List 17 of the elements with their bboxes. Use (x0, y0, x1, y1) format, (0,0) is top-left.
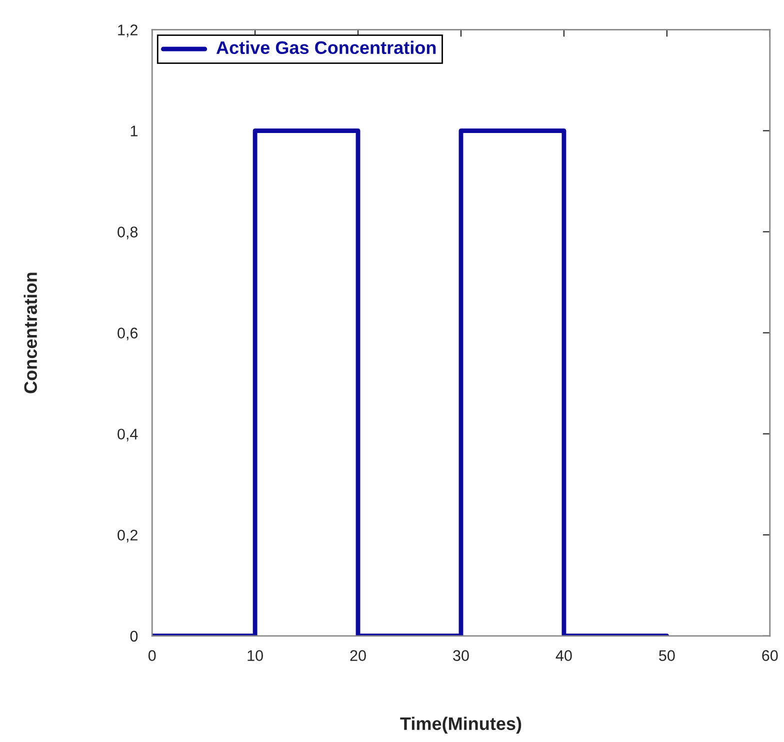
y-tick-label: 0 (130, 630, 138, 642)
y-tick-label: 1 (130, 126, 138, 136)
x-tick-label: 30 (453, 650, 469, 662)
x-tick-label: 10 (248, 650, 263, 662)
x-tick-label: 0 (148, 650, 156, 662)
y-tick-label: 0,6 (118, 328, 138, 340)
y-tick-label: 1,2 (118, 24, 138, 38)
y-axis-title: Concentration (24, 272, 38, 394)
y-tick-label: 0,2 (118, 530, 138, 542)
x-tick-label: 40 (556, 650, 572, 662)
x-tick-label: 50 (659, 650, 675, 662)
y-tick-label: 0,4 (118, 428, 138, 442)
y-tick-label: 0,8 (118, 226, 138, 240)
x-tick-label: 20 (350, 650, 366, 662)
legend-label: Active Gas Concentration (216, 40, 436, 54)
x-axis-title: Time(Minutes) (400, 716, 522, 734)
x-tick-label: 60 (762, 650, 778, 662)
